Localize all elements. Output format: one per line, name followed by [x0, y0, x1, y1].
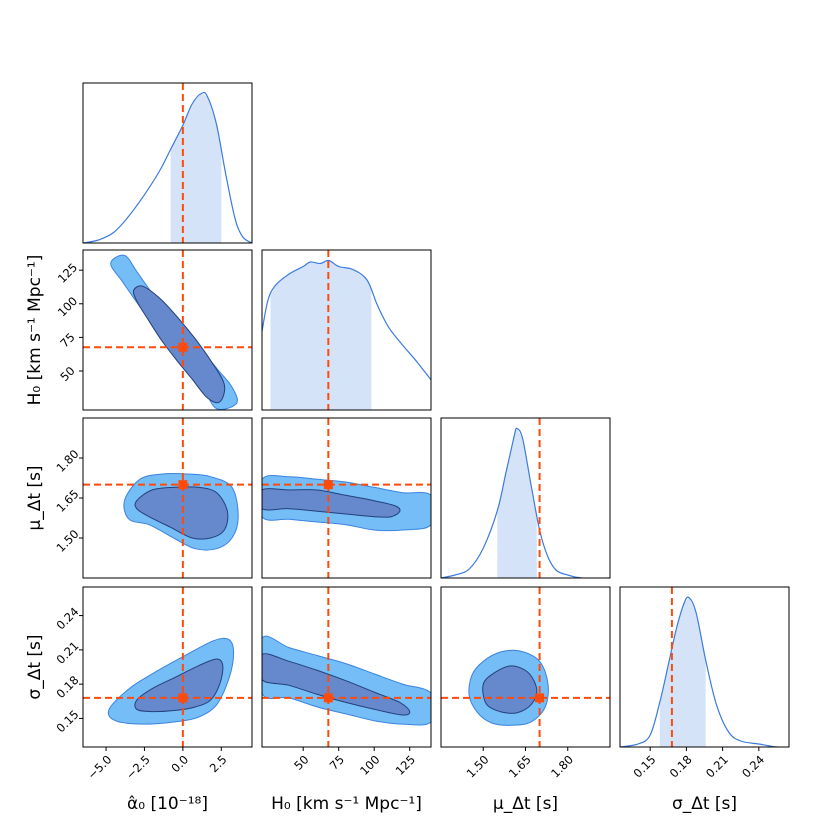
- panel-frame: [440, 417, 611, 579]
- x-axis-title-sigma-dt: σ_Δt [s]: [672, 794, 737, 814]
- y-tick-label-sigma_dt: 0.24: [54, 604, 82, 632]
- x-tick-label-H0: 100: [357, 752, 382, 777]
- marginal-panel-sigma_dt: [620, 587, 789, 747]
- y-tick-label-H0: 50: [57, 364, 77, 384]
- truth-marker: [178, 342, 188, 352]
- x-tick-label-mu_dt: 1.65: [506, 752, 534, 780]
- x-tick-label-sigma_dt: 0.24: [739, 752, 767, 780]
- joint-panel-alpha0-sigma_dt: [83, 587, 252, 747]
- x-tick-label-sigma_dt: 0.15: [631, 752, 659, 780]
- x-tick-label-H0: 75: [327, 752, 347, 772]
- y-tick-label-mu_dt: 1.65: [54, 487, 82, 515]
- truth-marker: [323, 480, 333, 490]
- contour-68: [134, 658, 224, 713]
- x-tick-label-mu_dt: 1.50: [464, 752, 492, 780]
- y-tick-label-mu_dt: 1.80: [54, 447, 82, 475]
- credible-band-H0: [270, 260, 372, 410]
- truth-marker: [178, 693, 188, 703]
- x-axis-title-mu-dt: μ_Δt [s]: [493, 794, 558, 814]
- joint-panel-alpha0-mu_dt: [83, 418, 252, 578]
- density-curve-sigma_dt: [620, 596, 789, 747]
- contour-68: [262, 653, 411, 716]
- panel-frame: [82, 586, 253, 748]
- x-axis-title-alpha0: α̂₀ [10⁻¹⁸]: [127, 794, 208, 814]
- y-axis-title-sigma-dt: σ_Δt [s]: [25, 634, 45, 699]
- x-tick-label-alpha0: 2.5: [207, 752, 230, 775]
- density-curve-H0: [262, 259, 431, 381]
- x-tick-label-sigma_dt: 0.18: [667, 752, 695, 780]
- panel-frame: [261, 417, 432, 579]
- y-tick-label-sigma_dt: 0.18: [54, 673, 82, 701]
- y-tick-label-sigma_dt: 0.21: [54, 639, 82, 667]
- x-tick-label-alpha0: −5.0: [85, 752, 115, 782]
- joint-panel-alpha0-H0: [83, 250, 252, 410]
- panel-frame: [619, 586, 790, 748]
- contour-68: [134, 486, 229, 540]
- x-tick-label-alpha0: −2.5: [123, 752, 153, 782]
- marginal-panel-mu_dt: [441, 418, 610, 578]
- y-tick-label-mu_dt: 1.50: [54, 527, 82, 555]
- credible-band-mu_dt: [497, 428, 537, 578]
- y-tick-label-H0: 75: [57, 330, 77, 350]
- truth-marker: [178, 480, 188, 490]
- joint-panel-mu_dt-sigma_dt: [441, 587, 610, 747]
- x-tick-label-sigma_dt: 0.21: [703, 752, 731, 780]
- panel-frame: [261, 586, 432, 748]
- marginal-panel-H0: [262, 250, 431, 410]
- x-tick-label-mu_dt: 1.80: [548, 752, 576, 780]
- panel-frame: [261, 249, 432, 411]
- panel-frame: [82, 249, 253, 411]
- joint-panel-H0-sigma_dt: [262, 587, 431, 747]
- truth-marker: [323, 693, 333, 703]
- x-tick-label-alpha0: 0.0: [168, 752, 191, 775]
- x-tick-label-H0: 125: [393, 752, 418, 777]
- x-tick-label-H0: 50: [291, 752, 311, 772]
- y-tick-label-H0: 125: [55, 260, 80, 285]
- y-tick-label-H0: 100: [55, 294, 80, 319]
- y-tick-label-sigma_dt: 0.15: [54, 707, 82, 735]
- credible-band-alpha0: [170, 93, 222, 243]
- x-axis-title-h0: H₀ [km s⁻¹ Mpc⁻¹]: [271, 794, 422, 814]
- marginal-panel-alpha0: [83, 83, 252, 243]
- truth-marker: [535, 693, 545, 703]
- panel-frame: [82, 82, 253, 244]
- y-axis-title-mu-dt: μ_Δt [s]: [25, 465, 45, 530]
- joint-panel-H0-mu_dt: [262, 418, 431, 578]
- y-axis-title-h0: H₀ [km s⁻¹ Mpc⁻¹]: [25, 255, 45, 406]
- contour-68: [262, 488, 401, 518]
- density-curve-mu_dt: [441, 427, 610, 578]
- density-curve-alpha0: [83, 91, 252, 243]
